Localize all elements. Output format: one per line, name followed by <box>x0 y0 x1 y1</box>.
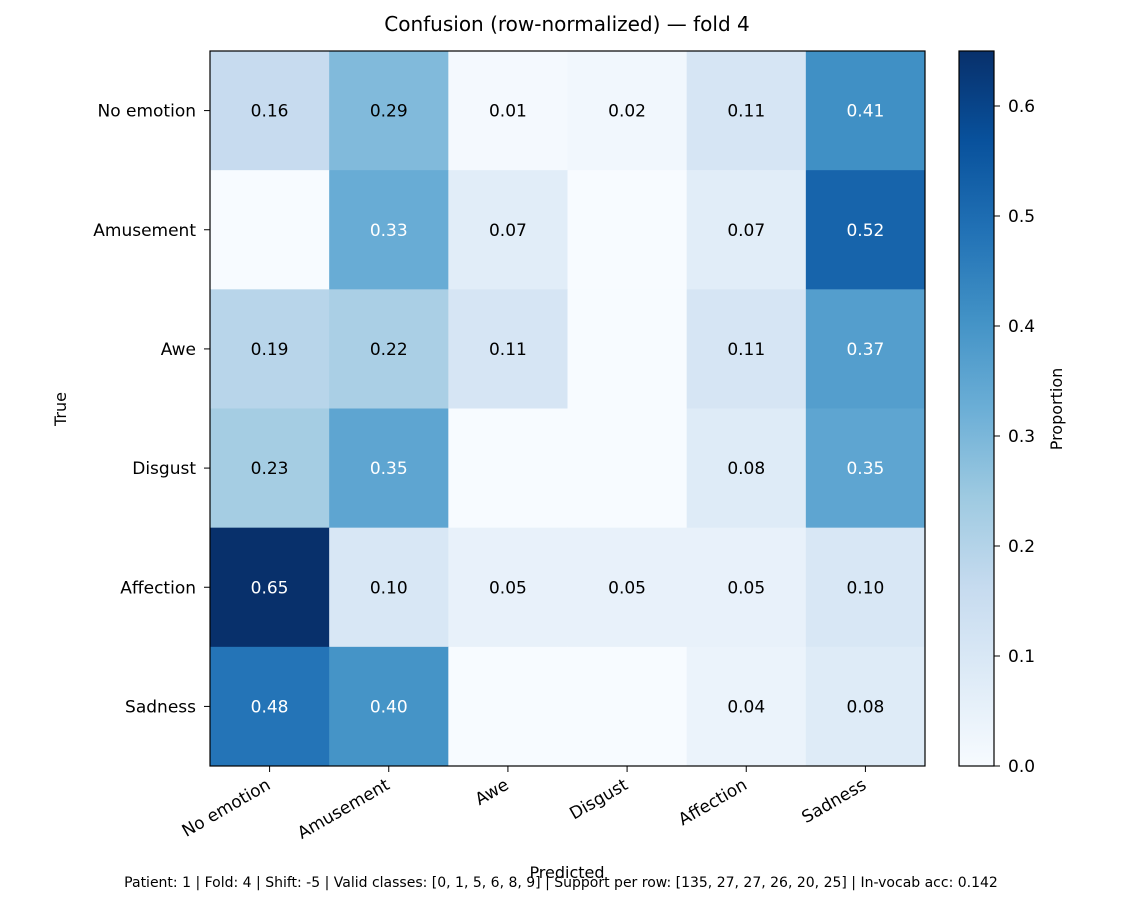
x-tick-label: Amusement <box>294 775 393 844</box>
heatmap-cell <box>210 646 330 767</box>
cell-value-label: 0.05 <box>489 578 527 598</box>
colorbar-tick-label: 0.1 <box>1008 647 1035 667</box>
chart-title: Confusion (row-normalized) — fold 4 <box>384 12 750 36</box>
heatmap-cell <box>448 51 568 171</box>
cell-value-label: 0.05 <box>608 578 646 598</box>
cell-value-label: 0.11 <box>727 102 765 122</box>
cell-value-label: 0.07 <box>489 221 527 241</box>
x-tick-label: No emotion <box>179 775 274 842</box>
heatmap-cell <box>805 408 926 529</box>
cell-value-label: 0.07 <box>727 221 765 241</box>
cell-value-label: 0.02 <box>608 102 646 122</box>
cell-value-label: 0.19 <box>251 340 289 360</box>
heatmap-cell <box>329 646 449 767</box>
colorbar-label: Proportion <box>1047 368 1066 451</box>
heatmap-cell <box>210 289 330 409</box>
cell-value-label: 0.37 <box>846 340 884 360</box>
heatmap-cell <box>805 289 926 409</box>
colorbar-ticks: 0.0 0.1 0.2 0.3 0.4 0.5 0.6 <box>994 97 1035 777</box>
heatmap-cell <box>686 51 807 171</box>
colorbar-tick-label: 0.2 <box>1008 537 1035 557</box>
heatmap-cell <box>448 408 568 529</box>
colorbar-tick-label: 0.4 <box>1008 317 1035 337</box>
cell-value-label: 0.35 <box>846 459 884 479</box>
x-tick-label: Affection <box>675 775 751 830</box>
cell-value-label: 0.10 <box>370 578 408 598</box>
heatmap-cell <box>448 527 568 648</box>
heatmap-cell <box>329 170 449 290</box>
heatmap-cell <box>210 408 330 529</box>
colorbar-tick-label: 0.5 <box>1008 207 1035 227</box>
heatmap-cell <box>686 289 807 409</box>
cell-value-label: 0.23 <box>251 459 289 479</box>
heatmap-cell <box>567 289 688 409</box>
y-axis-ticks: No emotion Amusement Awe Disgust Affection Sa… <box>93 102 210 717</box>
heatmap-cell <box>805 646 926 767</box>
heatmap-cell <box>686 646 807 767</box>
cell-value-label: 0.33 <box>370 221 408 241</box>
heatmap-cell <box>448 289 568 409</box>
heatmap-cell <box>805 51 926 171</box>
colorbar <box>958 50 995 767</box>
heatmap-cell <box>567 646 688 767</box>
y-tick-label: Sadness <box>125 697 196 717</box>
cell-value-label: 0.41 <box>846 102 884 122</box>
cell-value-label: 0.08 <box>846 697 884 717</box>
y-axis-label: True <box>51 392 70 427</box>
colorbar-tick-label: 0.3 <box>1008 427 1035 447</box>
cell-value-label: 0.35 <box>370 459 408 479</box>
heatmap-cell <box>329 289 449 409</box>
y-tick-label: Amusement <box>93 221 196 241</box>
cell-value-label: 0.40 <box>370 697 408 717</box>
heatmap-cell <box>805 527 926 648</box>
cell-value-label: 0.16 <box>251 102 289 122</box>
heatmap-cell <box>567 51 688 171</box>
heatmap-cell <box>448 170 568 290</box>
heatmap-cell <box>567 170 688 290</box>
heatmap-cell <box>329 408 449 529</box>
y-tick-label: Awe <box>161 340 196 360</box>
cell-value-label: 0.08 <box>727 459 765 479</box>
cell-value-label: 0.11 <box>489 340 527 360</box>
cell-value-label: 0.01 <box>489 102 527 122</box>
cell-value-label: 0.11 <box>727 340 765 360</box>
y-tick-label: No emotion <box>97 102 196 122</box>
cell-value-label: 0.04 <box>727 697 765 717</box>
heatmap-cell <box>329 51 449 171</box>
cell-value-label: 0.65 <box>251 578 289 598</box>
colorbar-tick-label: 0.0 <box>1008 757 1035 777</box>
heatmap-cell <box>686 170 807 290</box>
cell-value-label: 0.48 <box>251 697 289 717</box>
heatmap-cell <box>686 408 807 529</box>
heatmap-cell <box>329 527 449 648</box>
heatmap-cell-labels: 0.16 0.29 0.01 0.02 0.11 0.41 0.33 0.07 0.07 0.52… <box>251 102 885 718</box>
cell-value-label: 0.10 <box>846 578 884 598</box>
cell-value-label: 0.22 <box>370 340 408 360</box>
x-tick-label: Sadness <box>798 775 870 828</box>
y-tick-label: Disgust <box>132 459 196 479</box>
heatmap-cell <box>210 170 330 290</box>
heatmap-cell <box>448 646 568 767</box>
cell-value-label: 0.52 <box>846 221 884 241</box>
x-axis-ticks: No emotion Amusement Awe Disgust Affection Sa… <box>179 766 870 844</box>
x-tick-label: Disgust <box>566 775 632 824</box>
heatmap-cell <box>805 170 926 290</box>
x-axis-label: Predicted <box>529 863 604 882</box>
cell-value-label: 0.29 <box>370 102 408 122</box>
heatmap-cell <box>210 527 330 648</box>
plot-frame <box>209 50 926 767</box>
heatmap-cell <box>567 527 688 648</box>
y-tick-label: Affection <box>120 578 196 598</box>
heatmap-cells <box>210 51 926 767</box>
heatmap-cell <box>567 408 688 529</box>
x-tick-label: Awe <box>472 775 513 810</box>
colorbar-tick-label: 0.6 <box>1008 97 1035 117</box>
heatmap-cell <box>686 527 807 648</box>
footer-summary: Patient: 1 | Fold: 4 | Shift: -5 | Valid… <box>124 875 998 891</box>
cell-value-label: 0.05 <box>727 578 765 598</box>
heatmap-cell <box>210 51 330 171</box>
